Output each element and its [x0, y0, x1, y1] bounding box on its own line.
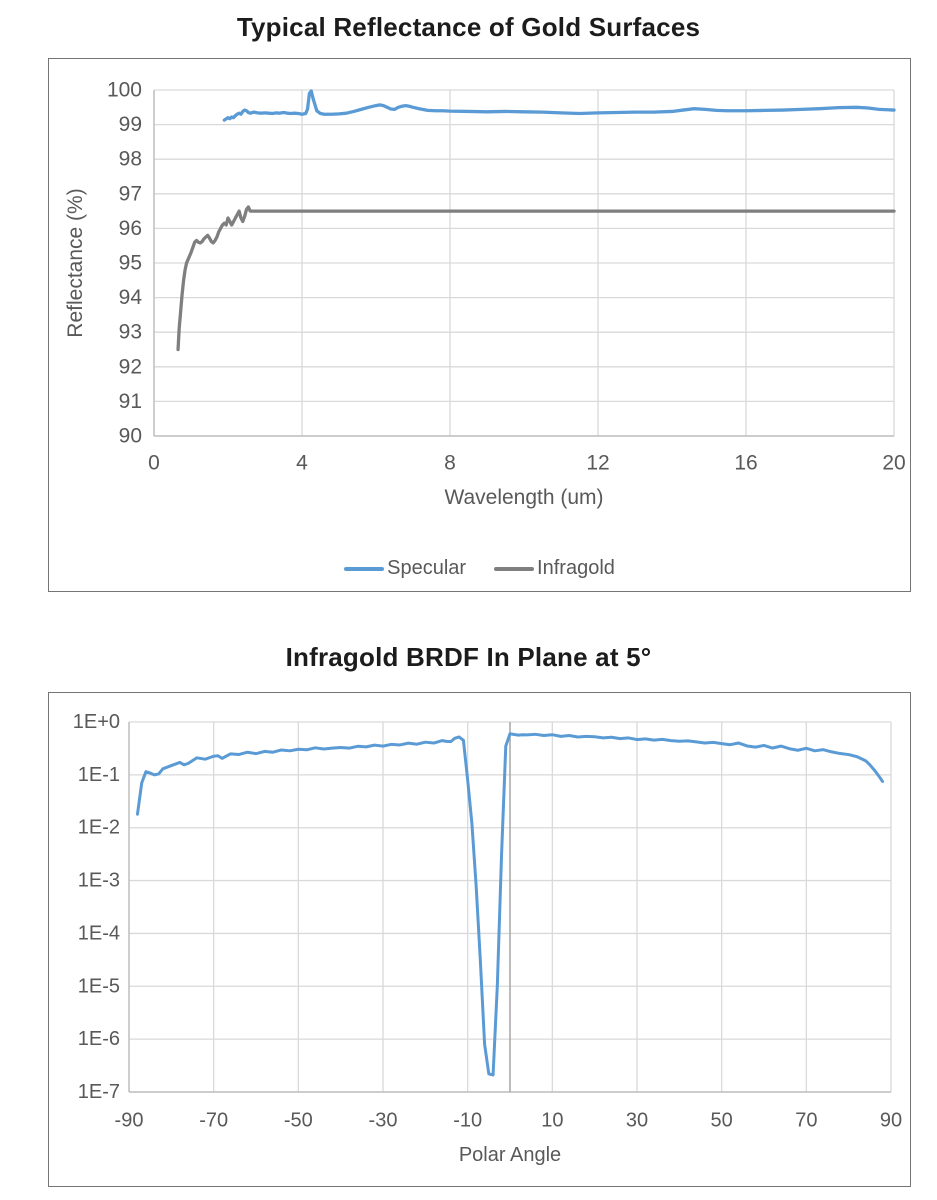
legend: Specular Infragold	[49, 557, 910, 580]
y-tick-label: 1E-1	[78, 764, 120, 786]
brdf-chart-title: Infragold BRDF In Plane at 5°	[285, 642, 652, 672]
y-tick-label: 1E-4	[78, 922, 120, 944]
y-tick-label: 99	[119, 113, 142, 136]
x-tick-label: 0	[148, 451, 160, 474]
reflectance-chart: 90 91 92 93 94 95 96 97 98 99 100 0 4 8 12 16 20 Reflect…	[48, 58, 911, 592]
reflectance-chart-title: Typical Reflectance of Gold Surfaces	[236, 12, 701, 42]
x-tick-label: -10	[453, 1110, 482, 1132]
legend-item-infragold: Infragold	[494, 557, 615, 580]
x-tick-label: 12	[586, 451, 609, 474]
reflectance-chart-canvas: 90 91 92 93 94 95 96 97 98 99 100 0 4 8 12 16 20	[107, 79, 906, 475]
y-tick-label: 92	[119, 355, 142, 378]
x-tick-label: 4	[296, 451, 308, 474]
x-axis-title: Polar Angle	[458, 1144, 562, 1166]
x-tick-label: 10	[541, 1110, 563, 1132]
y-tick-label: 1E-5	[78, 975, 120, 997]
y-tick-label: 1E-7	[78, 1081, 120, 1103]
y-tick-label: 97	[119, 182, 142, 205]
y-tick-label: 90	[119, 425, 142, 448]
x-tick-label: 8	[444, 451, 456, 474]
legend-swatch-infragold	[494, 566, 535, 571]
x-axis-title: Wavelength (um)	[444, 486, 604, 509]
series-line-infragold	[176, 205, 896, 352]
y-tick-label: 100	[107, 79, 142, 102]
brdf-chart-canvas: 1E+0 1E-1 1E-2 1E-3 1E-4 1E-5 1E-6 1E-7 -90 -70 -5…	[73, 711, 902, 1132]
y-tick-label: 94	[119, 286, 143, 309]
x-tick-label: -50	[284, 1110, 313, 1132]
x-tick-label: -30	[369, 1110, 398, 1132]
x-tick-label: 50	[711, 1110, 733, 1132]
y-tick-label: 91	[119, 390, 142, 413]
x-tick-label: 90	[880, 1110, 902, 1132]
brdf-chart: 1E+0 1E-1 1E-2 1E-3 1E-4 1E-5 1E-6 1E-7 -90 -70 -5…	[48, 692, 911, 1187]
y-tick-label: 1E-3	[78, 870, 120, 892]
series-line-specular	[222, 89, 896, 122]
legend-label-infragold: Infragold	[537, 557, 615, 579]
y-tick-label: 95	[119, 252, 142, 275]
y-tick-label: 1E-2	[78, 817, 120, 839]
y-axis-title: Reflectance (%)	[64, 188, 87, 338]
x-tick-label: 30	[626, 1110, 648, 1132]
x-tick-label: 16	[734, 451, 757, 474]
legend-label-specular: Specular	[387, 557, 467, 579]
y-tick-label: 1E+0	[73, 711, 120, 733]
y-tick-label: 1E-6	[78, 1028, 120, 1050]
series-line-infragold-brdf	[135, 732, 885, 1077]
x-tick-label: 70	[795, 1110, 817, 1132]
x-tick-label: -90	[115, 1110, 144, 1132]
legend-swatch-specular	[344, 566, 385, 571]
x-tick-label: 20	[882, 451, 905, 474]
y-tick-label: 93	[119, 321, 142, 344]
y-tick-label: 96	[119, 217, 142, 240]
y-tick-label: 98	[119, 148, 142, 171]
legend-item-specular: Specular	[344, 557, 466, 580]
x-tick-label: -70	[199, 1110, 228, 1132]
